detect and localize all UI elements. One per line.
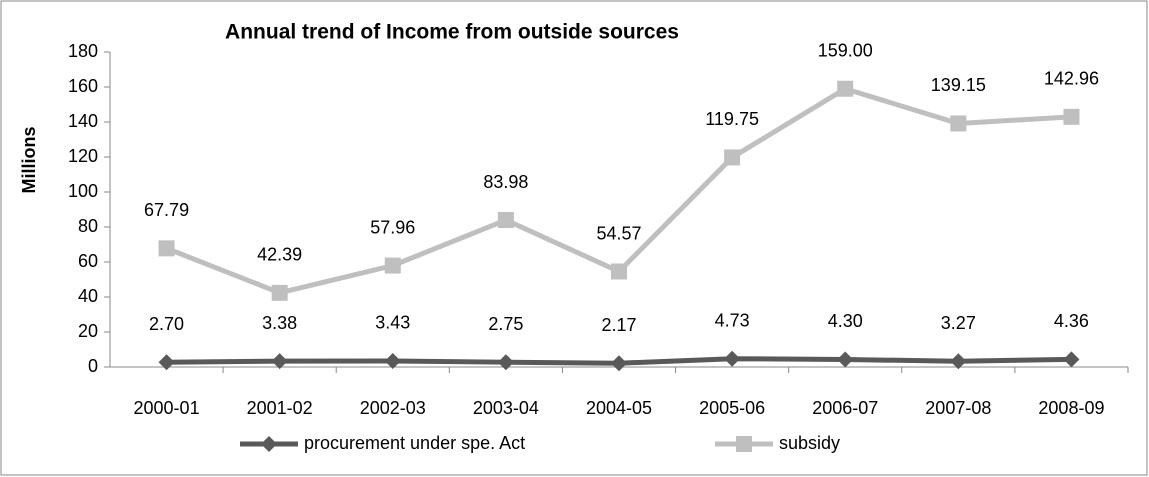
data-label: 2.75 [488,314,523,334]
data-label: 2.70 [149,314,184,334]
data-point [724,149,741,166]
data-label: 67.79 [144,200,189,220]
data-label: 4.73 [715,310,750,330]
data-point [611,355,627,372]
data-label: 139.15 [931,75,986,95]
data-point [1063,351,1080,368]
x-tick-label: 2002-03 [360,398,426,418]
y-tick-label: 80 [78,216,98,236]
data-point [158,240,175,257]
y-tick-label: 0 [88,356,98,376]
data-label: 3.38 [262,313,297,333]
data-point [384,352,401,369]
data-label: 142.96 [1044,69,1099,89]
data-label: 119.75 [705,109,759,129]
y-tick-label: 120 [68,146,98,166]
y-tick-label: 140 [68,111,98,131]
data-label: 3.43 [375,313,410,333]
legend-marker [261,436,277,452]
data-point [724,350,741,367]
y-axis-label: Millions [19,127,39,194]
legend-label: subsidy [779,433,840,453]
data-label: 3.27 [941,313,976,333]
y-tick-label: 160 [68,76,98,96]
data-point [497,354,514,371]
x-tick-label: 2006-07 [812,398,878,418]
data-point [1063,108,1080,125]
x-tick-label: 2007-08 [925,398,991,418]
x-tick-label: 2004-05 [586,398,652,418]
data-point [271,353,288,370]
x-tick-label: 2008-09 [1038,398,1104,418]
x-tick-label: 2001-02 [247,398,313,418]
data-point [950,353,967,370]
data-label: 42.39 [257,245,302,265]
y-tick-label: 20 [78,321,98,341]
data-label: 4.36 [1054,311,1089,331]
x-tick-label: 2005-06 [699,398,765,418]
data-point [271,284,288,301]
x-tick-label: 2003-04 [473,398,539,418]
y-tick-label: 40 [78,286,98,306]
y-tick-label: 60 [78,251,98,271]
data-label: 159.00 [818,41,873,61]
data-label: 54.57 [596,223,641,243]
data-label: 83.98 [483,172,528,192]
data-point [384,257,401,274]
data-point [837,80,854,97]
data-label: 2.17 [601,315,636,335]
data-point [611,263,627,280]
y-tick-label: 180 [68,41,98,61]
data-point [950,115,967,132]
chart-title: Annual trend of Income from outside sour… [225,21,679,44]
data-label: 4.30 [828,311,863,331]
legend-label: procurement under spe. Act [304,433,525,453]
data-point [837,351,854,368]
data-point [497,212,514,229]
y-tick-label: 100 [68,181,98,201]
x-tick-label: 2000-01 [134,398,200,418]
legend-marker [736,436,752,452]
data-point [158,354,175,371]
data-label: 57.96 [370,217,415,237]
